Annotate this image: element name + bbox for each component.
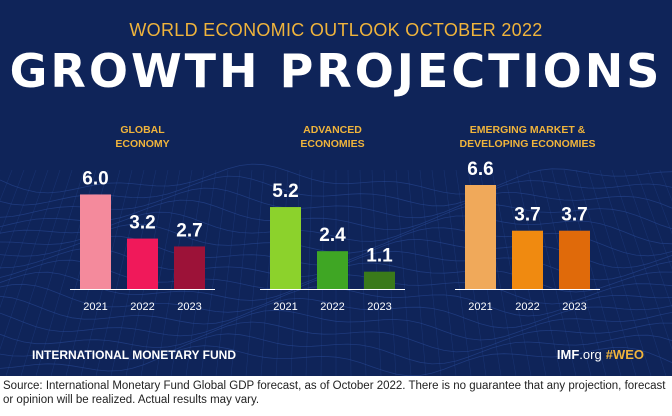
mesh-line bbox=[491, 169, 532, 376]
mesh-line bbox=[0, 309, 672, 341]
mesh-line bbox=[575, 169, 637, 376]
bar bbox=[364, 271, 395, 289]
bar bbox=[512, 230, 543, 289]
mesh-line bbox=[95, 169, 145, 376]
mesh-line bbox=[359, 169, 367, 376]
mesh-line bbox=[0, 169, 49, 309]
mesh-line bbox=[0, 169, 37, 270]
mesh-line bbox=[140, 169, 181, 376]
x-tick-label: 2021 bbox=[468, 301, 492, 313]
x-tick-label: 2022 bbox=[515, 301, 539, 313]
x-tick-label: 2023 bbox=[367, 301, 391, 313]
chart-panel: GLOBAL ECONOMY 6.0 2021 3.2 2022 2.7 2023 bbox=[70, 124, 215, 313]
mesh-line bbox=[260, 169, 277, 376]
chart-panel: ADVANCED ECONOMIES 5.2 2021 2.4 2022 1.1 2023 bbox=[260, 124, 405, 313]
chart-panel: EMERGING MARKET & DEVELOPING ECONOMIES 6.6… bbox=[455, 124, 600, 313]
mesh-line bbox=[623, 169, 672, 309]
bar-value-label: 6.0 bbox=[82, 168, 108, 189]
bar-value-label: 3.2 bbox=[129, 213, 155, 234]
chart-title-line: DEVELOPING ECONOMIES bbox=[460, 138, 596, 150]
x-tick-label: 2022 bbox=[320, 301, 344, 313]
mesh-line bbox=[647, 169, 672, 235]
mesh-line bbox=[0, 295, 672, 329]
mesh-line bbox=[0, 169, 61, 351]
bar bbox=[465, 185, 496, 289]
org-name: INTERNATIONAL MONETARY FUND bbox=[32, 348, 236, 362]
bar bbox=[270, 207, 301, 289]
report-supertitle: WORLD ECONOMIC OUTLOOK OCTOBER 2022 bbox=[129, 20, 543, 40]
mesh-line bbox=[0, 175, 672, 207]
mesh-line bbox=[599, 169, 667, 376]
bar-value-label: 2.7 bbox=[176, 220, 202, 241]
mesh-line bbox=[407, 169, 427, 376]
mesh-line bbox=[0, 345, 672, 376]
mesh-line bbox=[305, 169, 313, 376]
chart-title-line: GLOBAL bbox=[120, 124, 165, 136]
x-tick-label: 2021 bbox=[83, 301, 107, 313]
mesh-line bbox=[0, 187, 672, 219]
mesh-line bbox=[527, 169, 577, 376]
bar bbox=[174, 246, 205, 289]
chart-title-line: ADVANCED bbox=[303, 124, 362, 136]
chart-title-line: ECONOMY bbox=[115, 138, 169, 150]
mesh-line bbox=[5, 169, 73, 376]
mesh-line bbox=[0, 211, 672, 245]
mesh-line bbox=[563, 169, 622, 376]
bar-value-label: 6.6 bbox=[467, 159, 493, 180]
mesh-line bbox=[395, 169, 412, 376]
page-title: GROWTH PROJECTIONS bbox=[9, 44, 663, 98]
bar bbox=[80, 194, 111, 289]
x-tick-label: 2023 bbox=[177, 301, 201, 313]
mesh-line bbox=[0, 321, 672, 353]
chart-title-line: ECONOMIES bbox=[300, 138, 364, 150]
hashtag: #WEO bbox=[605, 347, 644, 362]
mesh-line bbox=[200, 169, 229, 376]
bar bbox=[559, 230, 590, 289]
footer-links: IMF.org #WEO bbox=[557, 347, 644, 362]
x-tick-label: 2023 bbox=[562, 301, 586, 313]
bar bbox=[317, 251, 348, 289]
bar-value-label: 1.1 bbox=[366, 246, 393, 267]
bar-value-label: 3.7 bbox=[561, 205, 587, 226]
mesh-line bbox=[230, 169, 253, 376]
bar-value-label: 5.2 bbox=[272, 181, 298, 202]
growth-bar-charts: GLOBALECONOMY6.020213.220222.72023ADVANC… bbox=[70, 124, 600, 313]
mesh-line bbox=[587, 169, 652, 376]
mesh-line bbox=[611, 169, 672, 351]
bar-value-label: 3.7 bbox=[514, 205, 540, 226]
mesh-line bbox=[347, 169, 352, 376]
mesh-line bbox=[431, 169, 457, 376]
mesh-line bbox=[0, 199, 672, 231]
mesh-line bbox=[0, 333, 672, 365]
source-note: Source: International Monetary Fund Glob… bbox=[3, 380, 666, 406]
x-tick-label: 2022 bbox=[130, 301, 154, 313]
bar bbox=[127, 238, 158, 289]
mesh-line bbox=[419, 169, 442, 376]
site-domain: .org bbox=[579, 347, 602, 362]
mesh-line bbox=[0, 169, 25, 235]
mesh-line bbox=[443, 169, 472, 376]
x-tick-label: 2021 bbox=[273, 301, 297, 313]
mesh-line bbox=[0, 163, 672, 195]
mesh-line bbox=[635, 169, 672, 270]
infographic-card: WORLD ECONOMIC OUTLOOK OCTOBER 2022 GROW… bbox=[0, 0, 672, 376]
mesh-line bbox=[215, 169, 241, 376]
site-name: IMF bbox=[556, 347, 580, 362]
chart-title-line: EMERGING MARKET & bbox=[470, 124, 586, 136]
mesh-line bbox=[245, 169, 265, 376]
mesh-line bbox=[20, 169, 85, 376]
bar-value-label: 2.4 bbox=[319, 225, 346, 246]
